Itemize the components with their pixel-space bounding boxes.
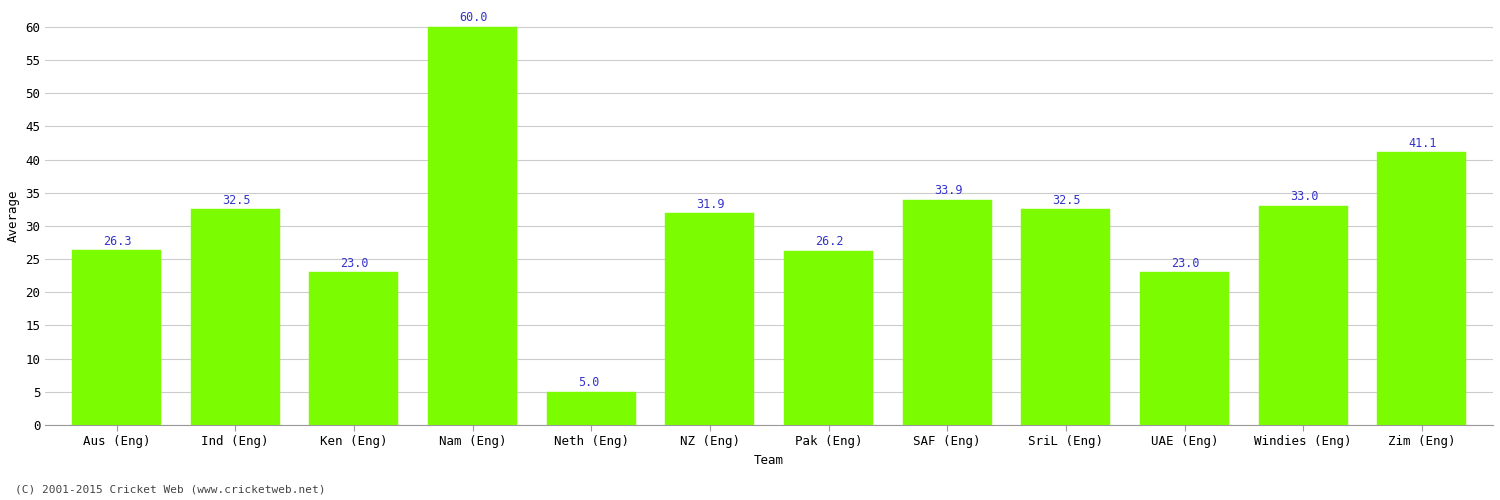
Text: 26.2: 26.2: [815, 236, 843, 248]
Text: 33.9: 33.9: [934, 184, 963, 198]
Bar: [1140, 272, 1228, 425]
Bar: [190, 210, 279, 425]
Text: 5.0: 5.0: [578, 376, 598, 389]
Text: 23.0: 23.0: [340, 256, 369, 270]
Text: 33.0: 33.0: [1290, 190, 1318, 203]
Bar: [784, 251, 873, 425]
Bar: [1022, 210, 1110, 425]
Text: 32.5: 32.5: [1053, 194, 1082, 206]
Bar: [1377, 152, 1467, 425]
Bar: [546, 392, 636, 425]
Text: 32.5: 32.5: [222, 194, 251, 206]
Text: 26.3: 26.3: [104, 235, 132, 248]
X-axis label: Team: Team: [754, 454, 784, 467]
Text: 31.9: 31.9: [696, 198, 724, 210]
Bar: [72, 250, 160, 425]
Text: 23.0: 23.0: [1172, 256, 1200, 270]
Text: (C) 2001-2015 Cricket Web (www.cricketweb.net): (C) 2001-2015 Cricket Web (www.cricketwe…: [15, 485, 326, 495]
Bar: [1258, 206, 1347, 425]
Bar: [309, 272, 399, 425]
Text: 41.1: 41.1: [1408, 136, 1437, 149]
Bar: [427, 27, 518, 425]
Text: 60.0: 60.0: [459, 11, 488, 24]
Bar: [666, 214, 754, 425]
Y-axis label: Average: Average: [8, 190, 20, 242]
Bar: [903, 200, 992, 425]
